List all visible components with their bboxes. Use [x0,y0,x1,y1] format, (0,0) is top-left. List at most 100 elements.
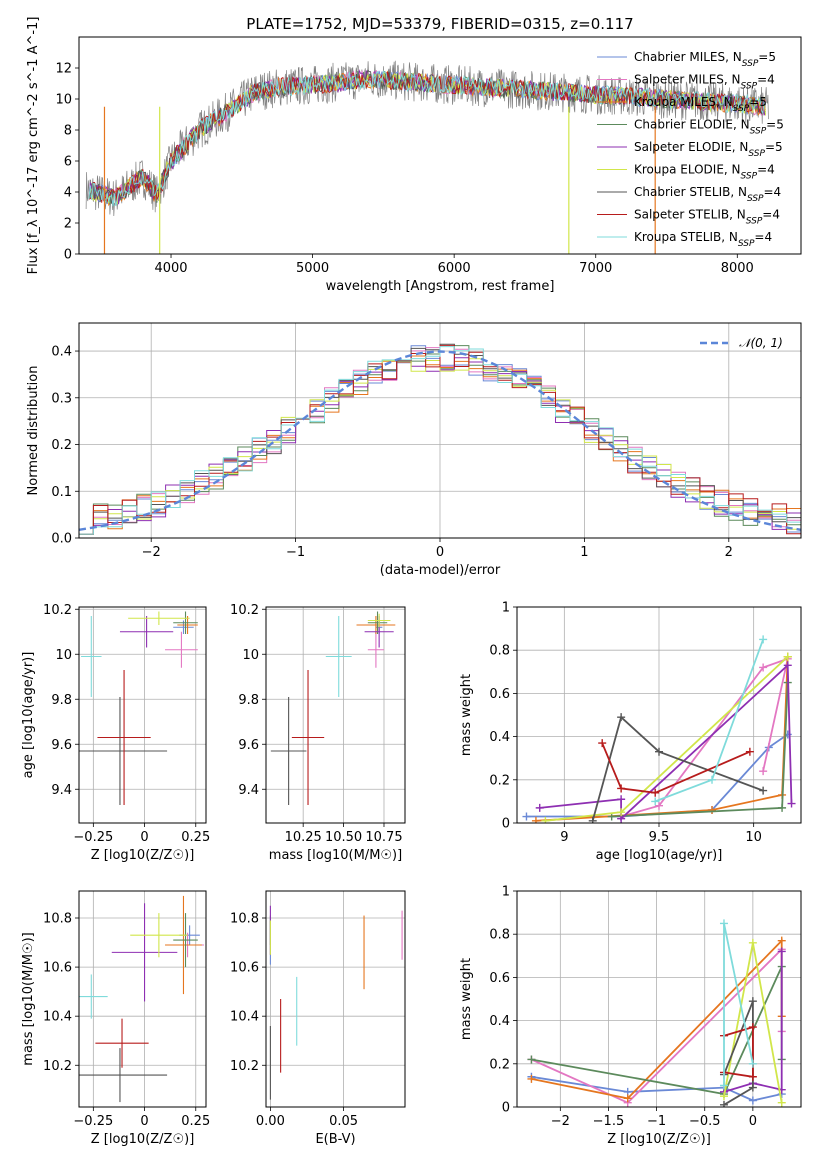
mass-weight-marker [748,1059,757,1068]
panel-residual_histogram: −2 −1 0 1 2 0.0 0.1 0.2 0.3 0.4 (data-model)/error… [26,322,802,578]
plot-area [269,905,403,1100]
histogram-step [79,346,801,535]
y-tick-label: 10.2 [43,603,72,618]
panel-mass_vs_ebv: 0.00 0.05 10.2 10.4 10.6 10.8 E(B-V) [230,890,406,1147]
legend-entry: Chabrier ELODIE, NSSP=5 [634,118,784,137]
y-axis-label: mass weight [459,674,474,756]
x-tick-label: 4000 [154,261,187,276]
x-tick-label: 0.05 [329,1114,358,1129]
axes-frame [516,606,802,824]
x-tick-label: 2 [725,545,733,560]
y-tick-label: 0.6 [489,971,510,986]
mass-weight-marker [759,635,768,644]
mass-weight-marker [745,747,754,756]
mass-weight-marker [748,938,757,947]
y-tick-label: 0.4 [51,345,72,360]
plot-area [79,895,204,1103]
mass-weight-marker [777,1098,786,1107]
legend-subscript: SSP [748,149,765,159]
panel-spectrum: 4000 5000 6000 7000 8000 0 2 4 6 8 10 12 wavelength … [26,17,802,294]
normal-curve [79,350,801,531]
x-tick-label: 0 [140,1114,148,1129]
legend-subscript: SSP [746,217,763,227]
y-axis-label: mass [log10(M/M☉)] [21,932,36,1065]
x-tick-label: −1.5 [593,1114,625,1129]
y-tick-label: 0.2 [51,438,72,453]
y-tick-label: 12 [55,62,72,77]
x-axis-label: Z [log10(Z/Z☉)] [91,848,195,863]
mass-weight-marker [535,803,544,812]
y-tick-label: 10 [55,648,72,663]
plot-area [79,343,801,535]
mass-weight-marker [651,797,660,806]
legend-entry: Salpeter ELODIE, NSSP=5 [634,140,783,159]
y-tick-label: 9.6 [51,738,72,753]
x-tick-label: 0 [140,830,148,845]
mass-weight-marker [748,1072,757,1081]
axes-frame [78,36,802,255]
mass-weight-marker [588,816,597,823]
y-tick-label: 0.0 [51,532,72,547]
mass-weight-marker [617,713,626,722]
mass-weight-line [723,1025,754,1078]
axes-frame [516,890,802,1108]
mass-weight-marker [783,661,792,670]
mass-weight-marker [651,788,660,797]
mass-weight-line [535,656,789,822]
y-tick-label: 0.6 [489,687,510,702]
y-axis-label: Normed distribution [26,366,41,496]
y-tick-label: 10 [242,648,259,663]
x-tick-label: 10.50 [325,830,362,845]
legend-entry: Salpeter STELIB, NSSP=4 [634,208,780,227]
x-tick-label: 10 [745,830,762,845]
mass-weight-line [591,715,764,822]
plot-area [79,611,198,805]
mass-weight-marker [759,663,768,672]
legend-entry: 𝒩(0, 1) [739,336,783,350]
mass-weight-marker [719,919,728,928]
mass-weight-marker [527,1074,536,1083]
legend-subscript: SSP [750,127,767,137]
mass-weight-marker [748,1023,757,1032]
mass-weight-marker [777,936,786,945]
plot-area [85,60,769,254]
legend: Chabrier MILES, NSSP=5 Salpeter MILES, NS… [597,50,784,249]
y-tick-label: 8 [64,124,72,139]
mass-weight-line [654,639,764,803]
x-tick-label: 0.25 [181,830,210,845]
mass-weight-marker [748,1096,757,1105]
mass-weight-marker [787,799,796,808]
mass-weight-line [723,951,783,1093]
y-tick-label: 10.6 [230,961,259,976]
legend-entry: Chabrier MILES, NSSP=5 [634,50,776,69]
y-axis-label: mass weight [459,958,474,1040]
x-tick-label: 10.75 [365,830,402,845]
y-axis-label: age [log10(age/yr)] [21,652,36,779]
mass-weight-marker [748,1083,757,1092]
y-tick-label: 0.1 [51,485,72,500]
y-tick-label: 9.4 [238,783,259,798]
y-tick-label: 10.2 [230,1059,259,1074]
y-tick-label: 0.4 [489,730,510,745]
mass-weight-line [526,733,789,818]
x-axis-label: E(B-V) [315,1132,355,1147]
legend-subscript: SSP [742,59,759,69]
y-tick-label: 9.6 [238,738,259,753]
axes-frame [78,890,207,1108]
x-tick-label: 5000 [296,261,329,276]
mass-weight-marker [719,1092,728,1101]
mass-weight-marker [617,784,626,793]
y-tick-label: 10.4 [230,1010,259,1025]
legend-subscript: SSP [733,104,750,114]
mass-weight-marker [527,1055,536,1064]
mass-weight-marker [759,786,768,795]
y-tick-label: 9.8 [238,693,259,708]
y-tick-label: 0.2 [489,1057,510,1072]
y-tick-label: 10.2 [43,1059,72,1074]
y-tick-label: 0.4 [489,1014,510,1029]
y-tick-label: 0.8 [489,928,510,943]
x-tick-label: 8000 [721,261,754,276]
x-tick-label: −1 [286,545,305,560]
legend-subscript: SSP [738,239,755,249]
